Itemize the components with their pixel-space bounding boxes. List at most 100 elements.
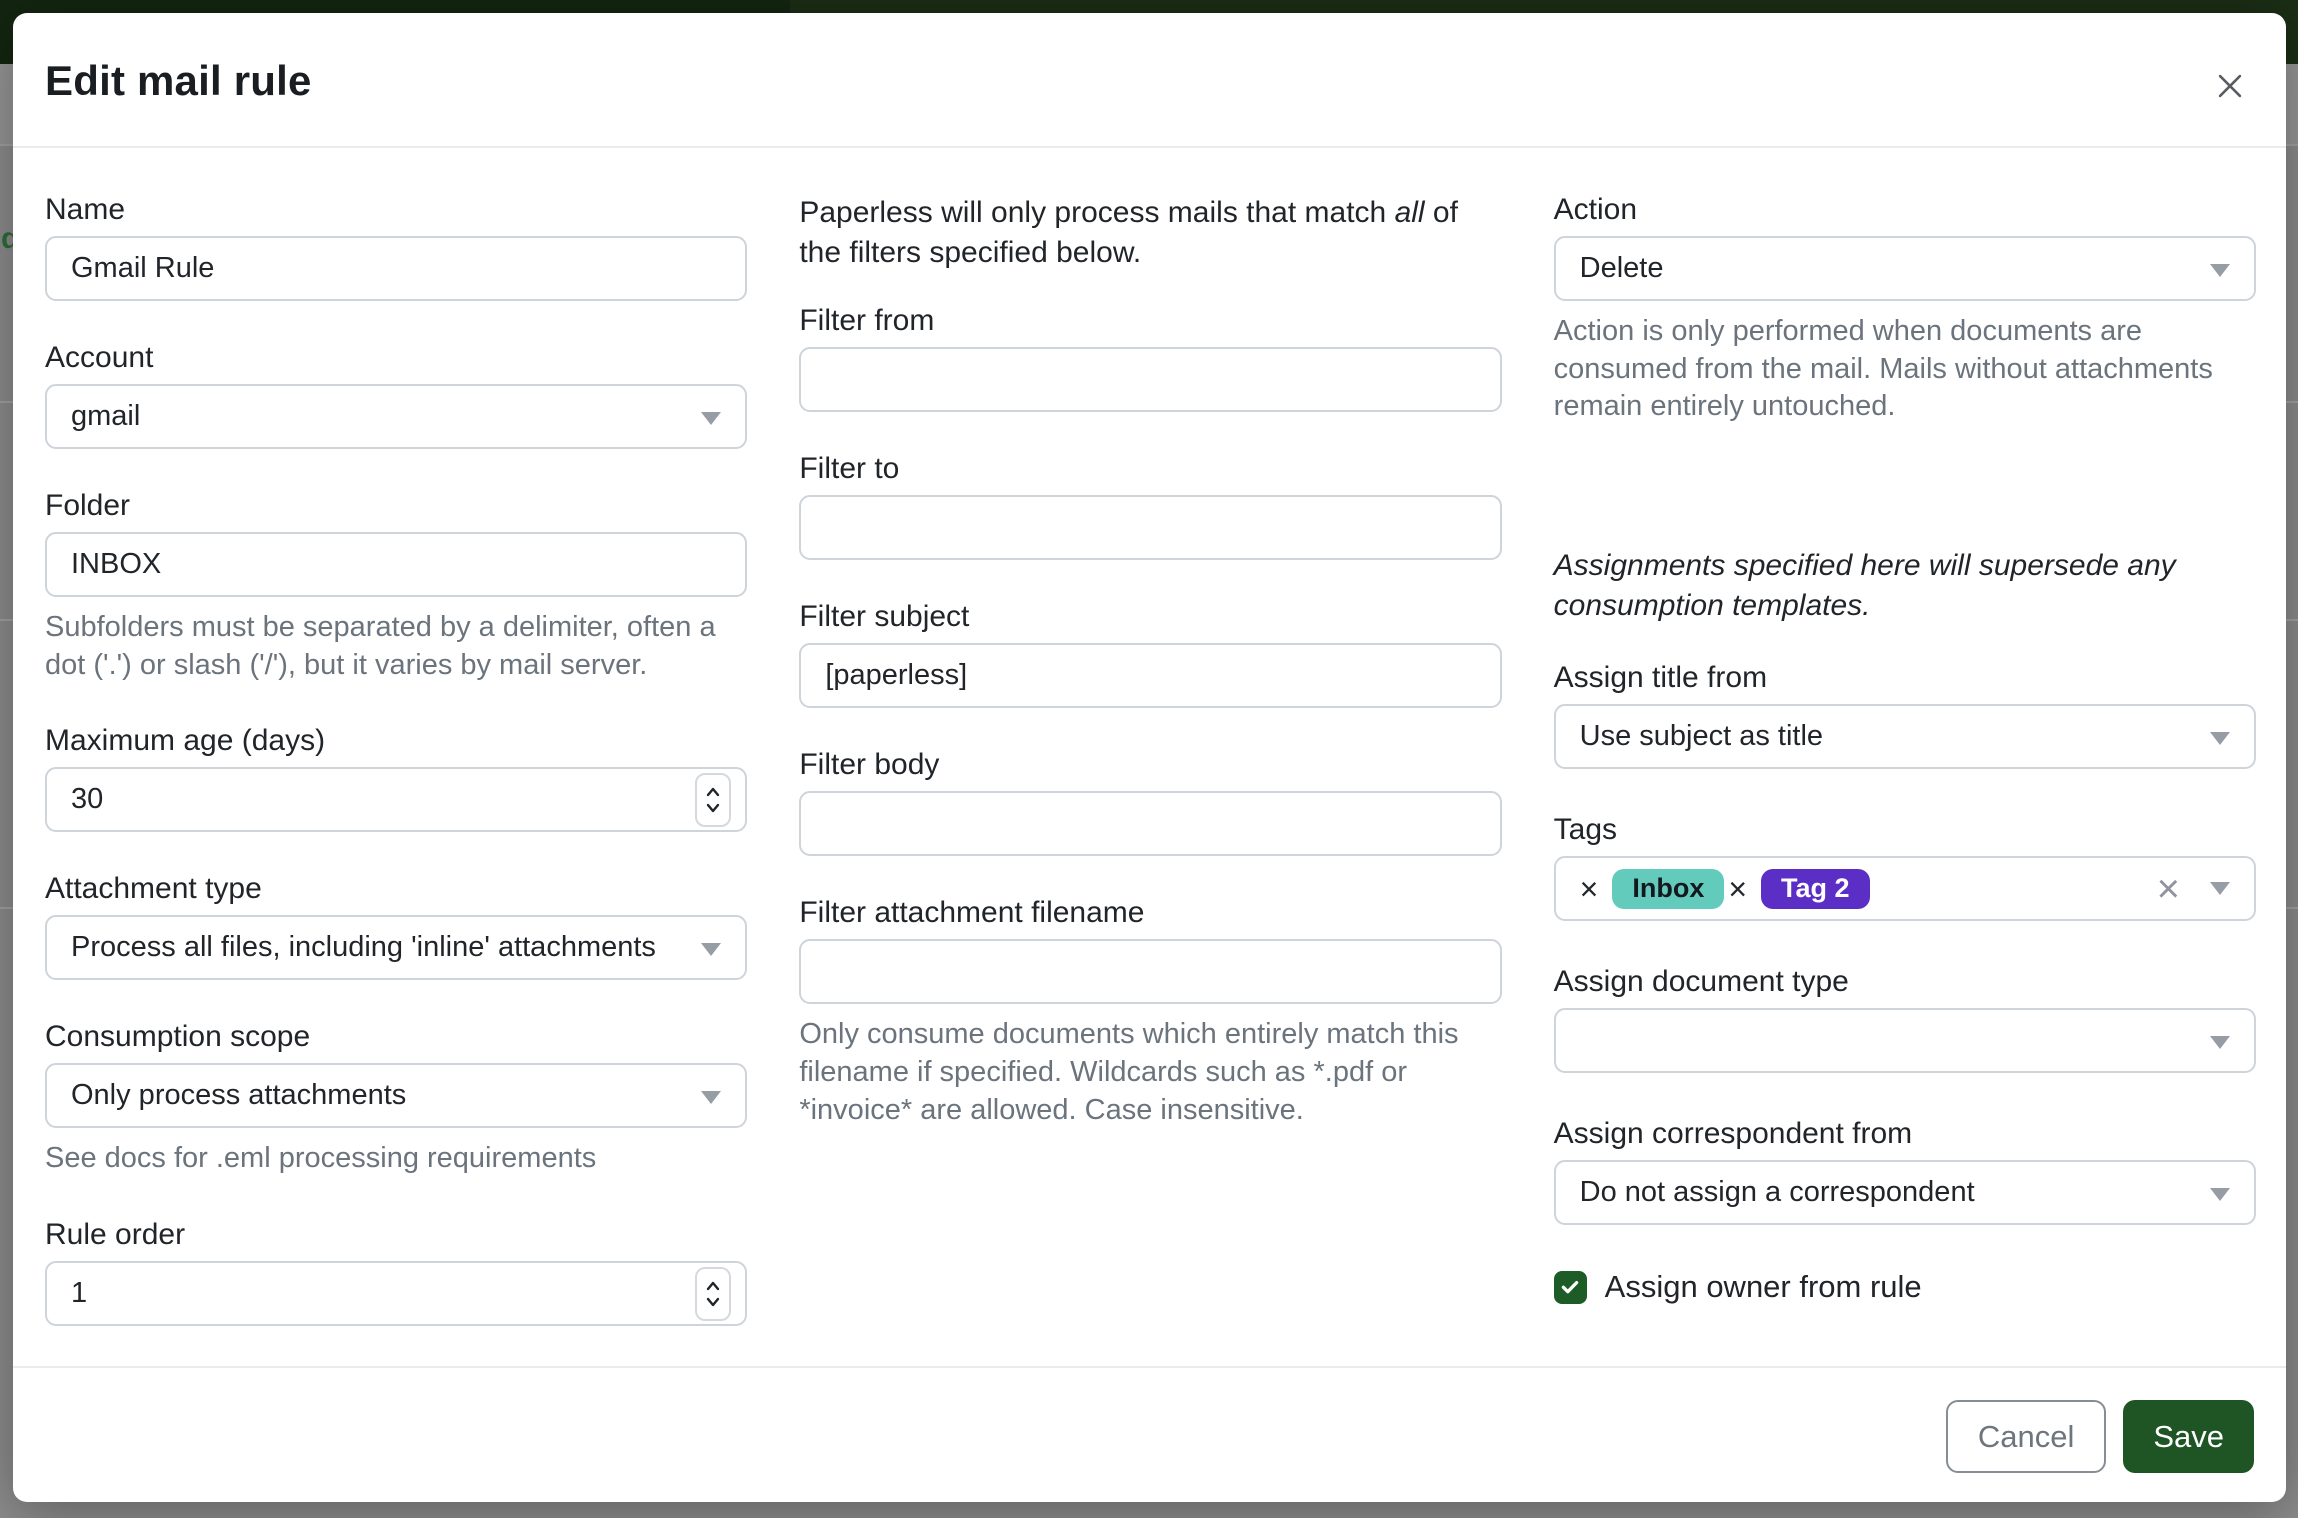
name-input[interactable] [45,236,748,301]
tag-chip: Inbox [1612,868,1725,909]
field-filter-body: Filter body [799,748,1502,857]
filter-to-input[interactable] [799,495,1502,561]
attachment-type-label: Attachment type [45,872,262,906]
field-filter-attachment-filename: Filter attachment filename Only consume … [799,896,1502,1129]
assign-correspondent-from-value: Do not assign a correspondent [1579,1176,1975,1209]
account-value: gmail [71,400,141,432]
filter-attachment-filename-help: Only consume documents which entirely ma… [799,1018,1459,1126]
assign-title-from-value: Use subject as title [1579,720,1824,753]
attachment-type-select[interactable]: Process all files, including 'inline' at… [45,915,748,981]
filter-body-input[interactable] [799,791,1502,857]
consumption-scope-help: See docs for .eml processing requirement… [45,1142,597,1175]
assign-owner-label: Assign owner from rule [1604,1269,1922,1305]
consumption-scope-select[interactable]: Only process attachments [45,1063,748,1129]
field-consumption-scope: Consumption scope Only process attachmen… [45,1020,748,1178]
folder-help: Subfolders must be separated by a delimi… [45,611,716,681]
folder-label: Folder [45,489,131,522]
checkmark-icon [1561,1281,1579,1294]
chevron-down-icon [707,1297,720,1306]
field-maximum-age: Maximum age (days) 30 [45,724,748,833]
account-label: Account [45,341,154,374]
chevron-down-icon [701,411,722,425]
folder-input[interactable] [45,532,748,597]
action-value: Delete [1579,252,1664,284]
modal-footer: Cancel Save [13,1366,2286,1502]
filter-subject-input[interactable] [799,643,1502,709]
name-label: Name [45,193,126,226]
chevron-down-icon [2209,263,2230,277]
column-filters: Paperless will only process mails that m… [799,193,1502,1366]
field-filter-from: Filter from [799,304,1502,413]
clear-tags-icon[interactable]: × [2156,866,2180,911]
intro-emphasis: all [1394,196,1425,229]
column-general: Name Account gmail Folder Subfolders mus… [45,193,748,1366]
rule-order-input[interactable]: 1 [45,1261,748,1327]
filter-subject-label: Filter subject [799,600,970,634]
field-assign-document-type: Assign document type [1553,965,2256,1074]
field-account: Account gmail [45,341,748,449]
chevron-down-icon [2209,731,2230,745]
rule-order-value: 1 [71,1277,88,1310]
number-stepper[interactable] [695,772,732,827]
rule-order-label: Rule order [45,1218,186,1252]
assign-title-from-select[interactable]: Use subject as title [1553,704,2256,770]
cancel-button[interactable]: Cancel [1945,1400,2107,1474]
filter-attachment-filename-input[interactable] [799,939,1502,1005]
field-action: Action Delete Action is only performed w… [1553,193,2256,426]
action-select[interactable]: Delete [1553,236,2256,301]
field-assign-owner: Assign owner from rule [1553,1269,2256,1305]
maximum-age-label: Maximum age (days) [45,724,326,758]
remove-tag-icon[interactable]: × [1728,870,1748,907]
tags-label: Tags [1553,813,1618,847]
close-button[interactable] [2206,63,2254,111]
filter-from-input[interactable] [799,347,1502,413]
action-label: Action [1553,193,1638,226]
field-tags: Tags × Inbox × Tag 2 × [1553,813,2256,922]
assign-document-type-select[interactable] [1553,1008,2256,1074]
field-filter-to: Filter to [799,452,1502,561]
chevron-down-icon [2209,882,2230,896]
remove-tag-icon[interactable]: × [1579,870,1599,907]
save-button[interactable]: Save [2123,1400,2254,1474]
maximum-age-input[interactable]: 30 [45,767,748,833]
field-folder: Folder Subfolders must be separated by a… [45,489,748,684]
assign-correspondent-from-select[interactable]: Do not assign a correspondent [1553,1160,2256,1226]
assign-correspondent-from-label: Assign correspondent from [1553,1117,1913,1151]
modal-body: Name Account gmail Folder Subfolders mus… [13,148,2286,1366]
chevron-down-icon [707,803,720,813]
chevron-up-icon [707,787,720,797]
number-stepper[interactable] [695,1266,732,1321]
column-actions: Action Delete Action is only performed w… [1553,193,2256,1366]
edit-mail-rule-modal: Edit mail rule Name Account gmail [13,13,2286,1502]
field-assign-title-from: Assign title from Use subject as title [1553,661,2256,770]
chevron-up-icon [707,1281,720,1290]
account-select[interactable]: gmail [45,384,748,449]
tag-chip: Tag 2 [1761,868,1870,909]
chevron-down-icon [2209,1187,2230,1201]
field-attachment-type: Attachment type Process all files, inclu… [45,872,748,981]
field-assign-correspondent-from: Assign correspondent from Do not assign … [1553,1117,2256,1226]
modal-header: Edit mail rule [13,13,2286,148]
chevron-down-icon [701,942,722,956]
action-help: Action is only performed when documents … [1553,315,2213,423]
close-icon [2213,69,2247,106]
consumption-scope-label: Consumption scope [45,1020,311,1054]
field-filter-subject: Filter subject [799,600,1502,709]
maximum-age-value: 30 [71,783,104,816]
filter-to-label: Filter to [799,452,900,486]
assign-document-type-label: Assign document type [1553,965,1849,999]
chevron-down-icon [2209,1035,2230,1049]
chevron-down-icon [701,1090,722,1104]
field-rule-order: Rule order 1 [45,1218,748,1327]
assign-owner-checkbox[interactable] [1553,1270,1587,1304]
filters-intro: Paperless will only process mails that m… [799,196,1458,269]
modal-title: Edit mail rule [45,57,312,104]
field-name: Name [45,193,748,301]
assign-title-from-label: Assign title from [1553,661,1768,695]
filter-from-label: Filter from [799,304,935,338]
filter-attachment-filename-label: Filter attachment filename [799,896,1145,930]
assignments-note: Assignments specified here will supersed… [1553,549,2176,622]
tags-multiselect[interactable]: × Inbox × Tag 2 × [1553,856,2256,922]
attachment-type-value: Process all files, including 'inline' at… [71,931,656,964]
filter-body-label: Filter body [799,748,940,782]
